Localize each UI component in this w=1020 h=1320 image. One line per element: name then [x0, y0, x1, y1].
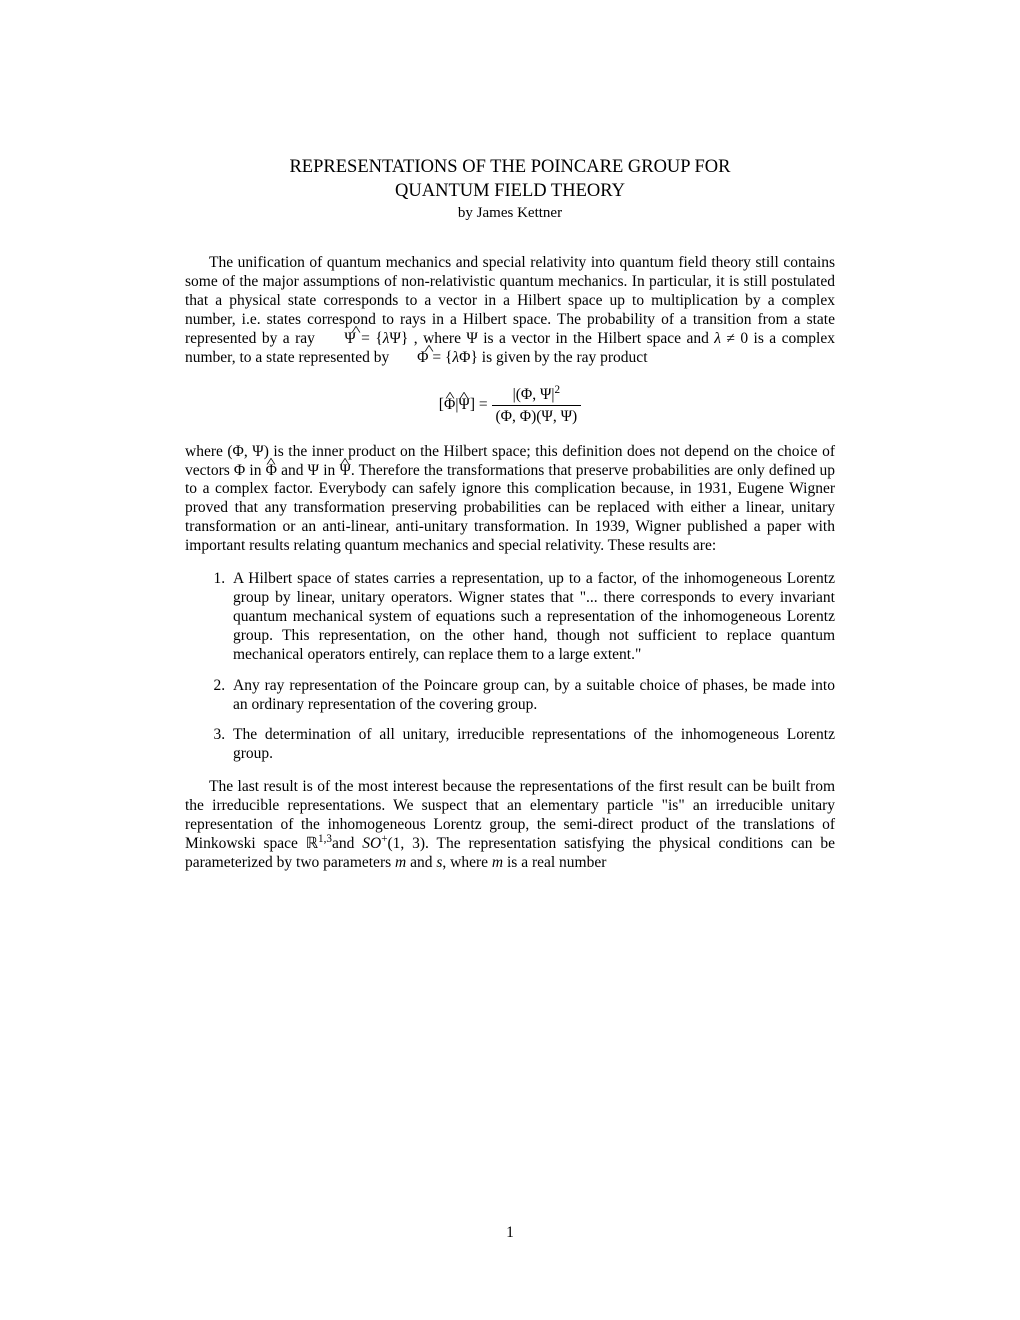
result-item-1: A Hilbert space of states carries a repr… [229, 570, 835, 665]
document-title: REPRESENTATIONS OF THE POINCARE GROUP FO… [185, 155, 835, 203]
byline: by James Kettner [185, 205, 835, 222]
title-line-1: REPRESENTATIONS OF THE POINCARE GROUP FO… [289, 157, 730, 177]
paragraph-2: where (Φ, Ψ) is the inner product on the… [185, 443, 835, 556]
paragraph-3: The last result is of the most interest … [185, 778, 835, 873]
page-number: 1 [0, 1224, 1020, 1242]
title-line-2: QUANTUM FIELD THEORY [395, 181, 625, 201]
result-item-2: Any ray representation of the Poincare g… [229, 677, 835, 715]
page-content: REPRESENTATIONS OF THE POINCARE GROUP FO… [0, 0, 1020, 933]
paragraph-1: The unification of quantum mechanics and… [185, 254, 835, 367]
result-item-3: The determination of all unitary, irredu… [229, 726, 835, 764]
equation-ray-product: [Φ|Ψ] = |(Φ, Ψ|2 (Φ, Φ)(Ψ, Ψ) [185, 386, 835, 425]
results-list: A Hilbert space of states carries a repr… [185, 570, 835, 764]
